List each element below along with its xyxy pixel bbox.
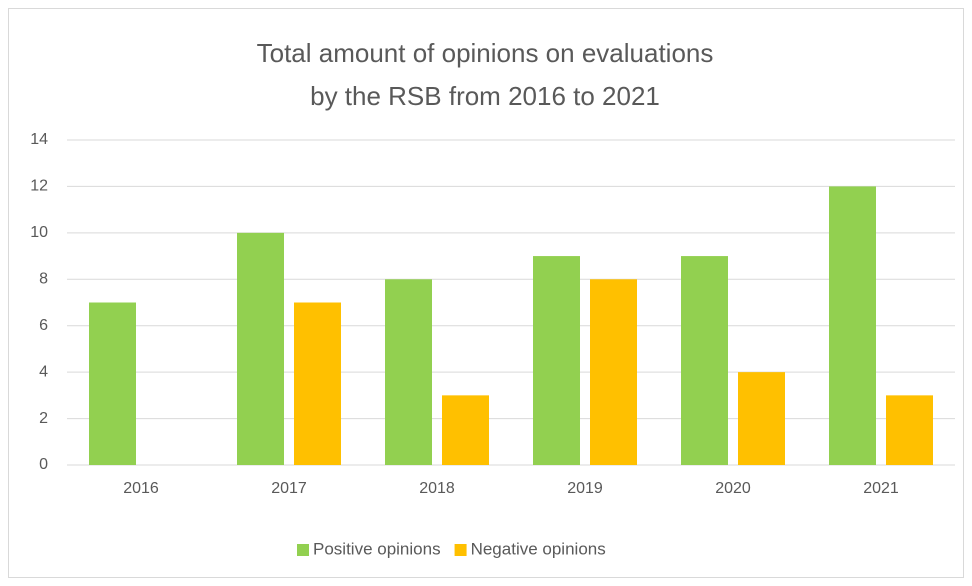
legend-label: Negative opinions — [471, 539, 606, 558]
y-tick-label: 8 — [39, 271, 48, 288]
bar — [89, 302, 136, 465]
y-tick-label: 6 — [39, 317, 48, 334]
bar — [829, 186, 876, 465]
legend-swatch — [454, 544, 467, 556]
bar — [886, 395, 933, 465]
chart-title: by the RSB from 2016 to 2021 — [310, 81, 660, 111]
y-tick-label: 2 — [39, 410, 48, 427]
chart-frame — [8, 8, 964, 578]
bar — [738, 372, 785, 465]
bar — [385, 279, 432, 465]
x-tick-label: 2020 — [715, 480, 751, 497]
x-tick-label: 2016 — [123, 480, 159, 497]
bar — [237, 232, 284, 465]
legend-swatch — [297, 544, 309, 556]
y-tick-label: 4 — [39, 363, 48, 380]
x-tick-label: 2017 — [271, 480, 307, 497]
bar — [442, 395, 489, 465]
y-tick-label: 10 — [30, 224, 48, 241]
x-tick-label: 2019 — [567, 480, 603, 497]
bar — [294, 302, 341, 465]
bar — [590, 279, 637, 465]
y-tick-label: 14 — [30, 131, 48, 148]
chart-title: Total amount of opinions on evaluations — [257, 38, 714, 68]
x-tick-label: 2021 — [863, 480, 899, 497]
legend-label: Positive opinions — [313, 539, 441, 558]
x-tick-label: 2018 — [419, 480, 455, 497]
y-tick-label: 12 — [30, 178, 48, 195]
y-tick-label: 0 — [39, 456, 48, 473]
bar — [533, 256, 580, 465]
bar — [681, 256, 728, 465]
